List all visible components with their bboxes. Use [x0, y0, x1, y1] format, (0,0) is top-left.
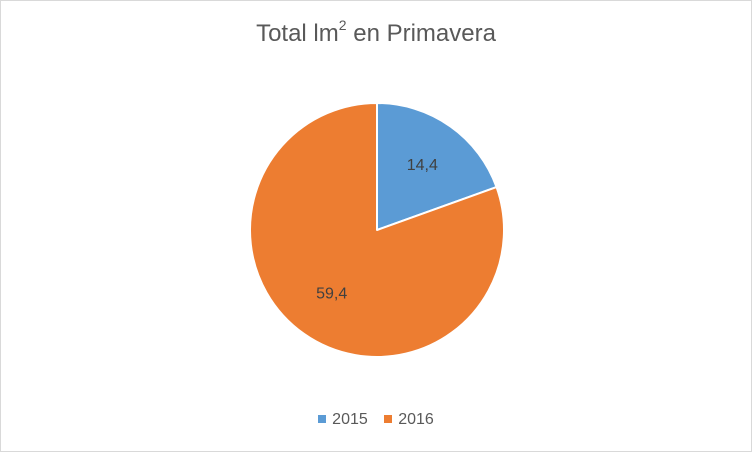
chart-title-superscript: 2: [338, 17, 347, 33]
legend-label-2016: 2016: [398, 411, 434, 428]
pie-slice-2015: [376, 102, 498, 231]
legend-item-2016: 2016: [384, 411, 434, 429]
legend-item-2015: 2015: [318, 411, 368, 429]
chart-title-rest: en Primavera: [346, 20, 496, 47]
chart-title-main: Total lm: [256, 20, 339, 47]
pie-slice-2016: [249, 102, 505, 358]
legend-label-2015: 2015: [332, 411, 368, 428]
data-label-2015: 14,4: [407, 157, 438, 174]
legend: 2015 2016: [1, 411, 751, 429]
chart-title: Total lm2 en Primavera: [1, 17, 751, 48]
legend-swatch-2016: [384, 414, 393, 423]
data-label-2016: 59,4: [316, 286, 347, 303]
legend-swatch-2015: [318, 414, 327, 423]
